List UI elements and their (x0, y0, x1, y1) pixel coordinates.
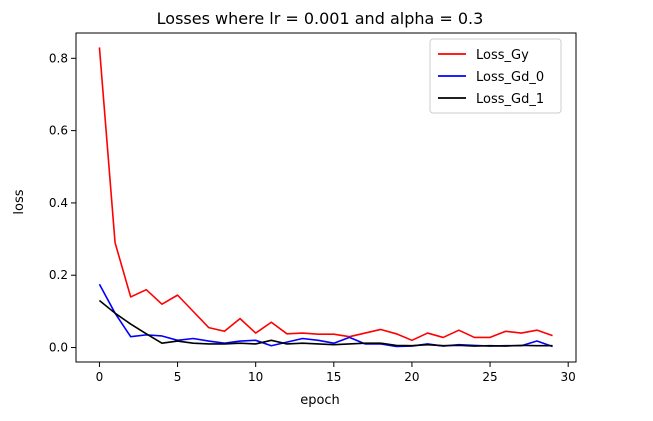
legend: Loss_Gy Loss_Gd_0 Loss_Gd_1 (429, 38, 562, 114)
legend-label: Loss_Gy (476, 48, 529, 63)
series-line-loss-gy (98, 47, 553, 342)
legend-label: Loss_Gd_0 (476, 70, 544, 85)
x-tick-label: 10 (248, 370, 263, 384)
y-axis-label: loss (12, 189, 27, 214)
x-tick-label: 0 (96, 370, 104, 384)
legend-label: Loss_Gd_1 (476, 92, 544, 107)
x-tick-label: 5 (174, 370, 182, 384)
axes: 0 5 10 15 20 25 30 0.0 0.2 0.4 0.6 0.8 (49, 32, 577, 384)
x-tick-label: 15 (326, 370, 341, 384)
plot-frame (75, 32, 577, 363)
x-axis-label: epoch (300, 393, 340, 408)
plot-lines (98, 47, 553, 348)
y-tick-label: 0.0 (49, 341, 68, 355)
legend-box (429, 38, 562, 114)
x-tick-label: 25 (482, 370, 497, 384)
y-tick-label: 0.4 (49, 196, 68, 210)
series-line-loss-gd-1 (98, 299, 553, 347)
x-tick-label: 20 (404, 370, 419, 384)
y-tick-label: 0.2 (49, 268, 68, 282)
y-tick-label: 0.6 (49, 124, 68, 138)
x-tick-label: 30 (561, 370, 576, 384)
chart-title: Losses where lr = 0.001 and alpha = 0.3 (157, 9, 484, 28)
y-tick-label: 0.8 (49, 51, 68, 65)
